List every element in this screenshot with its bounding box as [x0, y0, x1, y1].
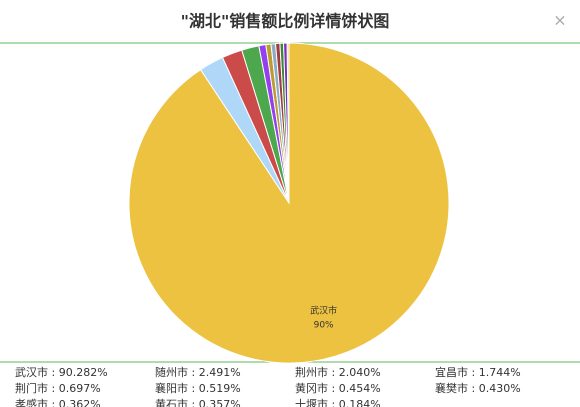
slice-percent: 90% [314, 320, 334, 330]
legend-name: 十堰市 [295, 397, 328, 407]
legend-entry: 十堰市 : 0.184% [295, 397, 381, 407]
legend-separator: : [48, 382, 59, 395]
legend-separator: : [468, 382, 479, 395]
legend-separator: : [188, 366, 199, 379]
legend-entry: 黄冈市 : 0.454% [295, 381, 381, 395]
legend-name: 孝感市 [15, 397, 48, 407]
close-button[interactable]: × [553, 11, 566, 30]
legend-value: 90.282% [59, 366, 108, 379]
legend-separator: : [328, 366, 339, 379]
legend-entry: 襄樊市 : 0.430% [435, 381, 521, 395]
legend-entry: 荆州市 : 2.040% [295, 365, 381, 379]
pie: 武汉市 90% [128, 42, 450, 364]
legend-entry: 随州市 : 2.491% [155, 365, 241, 379]
legend-value: 0.454% [339, 382, 381, 395]
legend-value: 1.744% [479, 366, 521, 379]
legend-entry: 武汉市 : 90.282% [15, 365, 108, 379]
legend-entry: 襄阳市 : 0.519% [155, 381, 241, 395]
legend-separator: : [328, 382, 339, 395]
legend-value: 0.184% [339, 398, 381, 407]
legend-name: 黄石市 [155, 397, 188, 407]
legend-separator: : [48, 366, 59, 379]
legend-value: 2.491% [199, 366, 241, 379]
legend-entry: 宜昌市 : 1.744% [435, 365, 521, 379]
legend-name: 武汉市 [15, 365, 48, 379]
legend-separator: : [188, 398, 199, 407]
legend-separator: : [48, 398, 59, 407]
legend-value: 2.040% [339, 366, 381, 379]
legend-name: 襄阳市 [155, 381, 188, 395]
legend: 武汉市 : 90.282% 随州市 : 2.491% 荆州市 : 2.040% 宜昌市… [15, 365, 521, 407]
legend-entry: 孝感市 : 0.362% [15, 397, 101, 407]
slice-name: 武汉市 [310, 304, 337, 316]
legend-separator: : [328, 398, 339, 407]
legend-separator: : [188, 382, 199, 395]
legend-name: 宜昌市 [435, 365, 468, 379]
legend-value: 0.430% [479, 382, 521, 395]
dialog-title: "湖北"销售额比例详情饼状图 [181, 12, 390, 31]
legend-entry: 黄石市 : 0.357% [155, 397, 241, 407]
legend-value: 0.362% [59, 398, 101, 407]
pie-slice [286, 42, 290, 204]
legend-name: 荆州市 [295, 365, 328, 379]
legend-value: 0.519% [199, 382, 241, 395]
legend-name: 襄樊市 [435, 381, 468, 395]
legend-value: 0.697% [59, 382, 101, 395]
legend-value: 0.357% [199, 398, 241, 407]
legend-name: 随州市 [155, 365, 188, 379]
legend-name: 荆门市 [15, 381, 48, 395]
legend-name: 黄冈市 [295, 381, 328, 395]
legend-separator: : [468, 366, 479, 379]
legend-entry: 荆门市 : 0.697% [15, 381, 101, 395]
